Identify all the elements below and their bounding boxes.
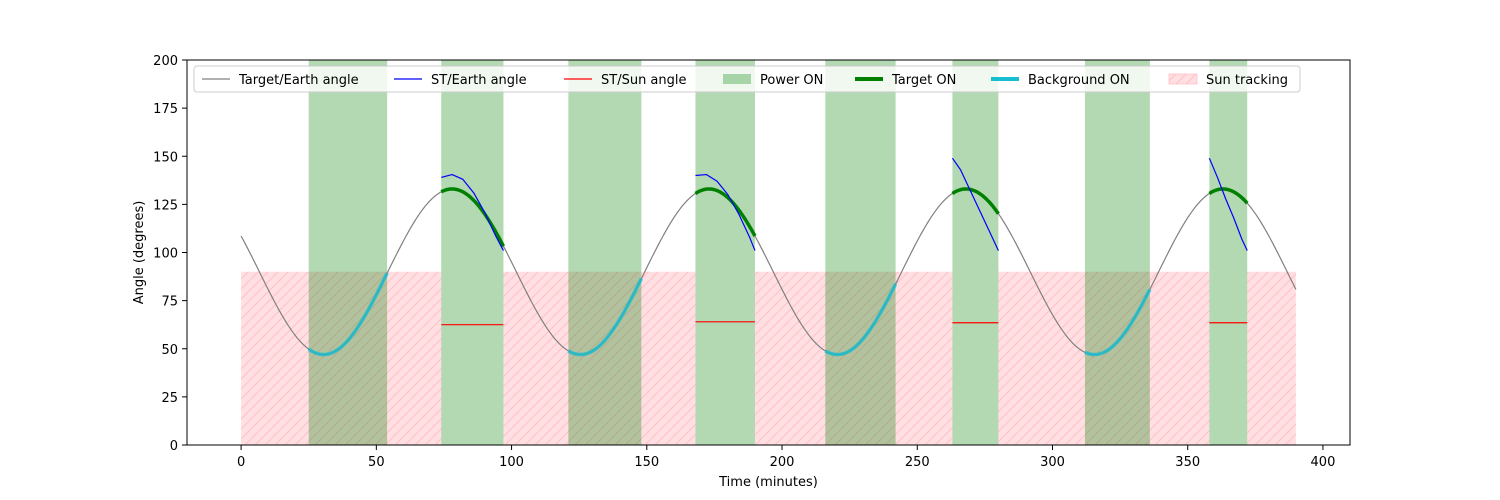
legend-label-st_sun: ST/Sun angle bbox=[601, 73, 687, 88]
target-on-segment-1 bbox=[440, 187, 505, 247]
power-on-span-2 bbox=[568, 60, 642, 445]
power-on-span-0 bbox=[308, 60, 388, 445]
y-tick-label-25: 25 bbox=[161, 391, 178, 406]
power-on-span-6 bbox=[1084, 60, 1150, 445]
line-layer bbox=[240, 157, 1297, 357]
legend: Target/Earth angle ST/Earth angle ST/Sun a… bbox=[193, 65, 1301, 93]
legend-item-st_sun: ST/Sun angle bbox=[564, 73, 687, 88]
power-on-span-4 bbox=[825, 60, 896, 445]
y-tick-label-175: 175 bbox=[153, 102, 178, 117]
legend-item-background_on: Background ON bbox=[991, 73, 1130, 88]
background-on-segment-2 bbox=[567, 277, 643, 357]
legend-label-sun_tracking: Sun tracking bbox=[1206, 73, 1288, 88]
background-on-segment-6 bbox=[1084, 288, 1152, 357]
x-tick-label-150: 150 bbox=[634, 455, 659, 470]
sun-tracking-hatch-3 bbox=[998, 271, 1210, 445]
legend-label-target_earth: Target/Earth angle bbox=[238, 73, 359, 88]
x-tick-label-200: 200 bbox=[770, 455, 795, 470]
power-on-span-3 bbox=[695, 60, 755, 445]
y-tick-label-75: 75 bbox=[161, 295, 178, 310]
background-on-segment-0 bbox=[307, 272, 389, 357]
y-tick-label-200: 200 bbox=[153, 54, 178, 69]
legend-item-target_earth: Target/Earth angle bbox=[202, 73, 359, 88]
target-on-segment-7 bbox=[1208, 187, 1249, 205]
x-tick-label-50: 50 bbox=[368, 455, 385, 470]
x-tick-label-350: 350 bbox=[1175, 455, 1200, 470]
x-tick-label-0: 0 bbox=[237, 455, 245, 470]
x-tick-label-400: 400 bbox=[1311, 455, 1336, 470]
span-layer bbox=[241, 60, 1296, 445]
power-on-span-5 bbox=[952, 60, 999, 445]
st-earth-angle-segment-0 bbox=[441, 173, 504, 251]
target-on-segment-3 bbox=[694, 187, 757, 237]
target-on-segment-5 bbox=[951, 187, 1000, 215]
st-earth-angle-segment-2 bbox=[951, 157, 999, 251]
power-on-span-7 bbox=[1209, 60, 1248, 445]
y-tick-label-100: 100 bbox=[153, 247, 178, 262]
y-tick-label-0: 0 bbox=[170, 439, 178, 454]
background-on-segment-4 bbox=[824, 283, 898, 357]
legend-label-target_on: Target ON bbox=[891, 73, 956, 88]
legend-swatch-power_on bbox=[723, 74, 751, 84]
power-on-span-1 bbox=[441, 60, 504, 445]
x-tick-label-300: 300 bbox=[1040, 455, 1065, 470]
legend-swatch-hatch-sun_tracking bbox=[1169, 74, 1197, 84]
legend-label-power_on: Power ON bbox=[760, 73, 823, 88]
axes-layer: 0 50 100 150 200 250 300 350 400 0 25 50 75 100 125 150… bbox=[153, 54, 1335, 470]
x-tick-label-250: 250 bbox=[905, 455, 930, 470]
st-earth-angle-segment-1 bbox=[695, 173, 756, 251]
legend-label-background_on: Background ON bbox=[1028, 73, 1130, 88]
y-axis-label: Angle (degrees) bbox=[132, 201, 147, 305]
sun-tracking-hatch-1 bbox=[503, 271, 696, 445]
legend-box bbox=[193, 65, 1301, 93]
x-axis-label: Time (minutes) bbox=[718, 475, 818, 490]
legend-item-power_on: Power ON bbox=[723, 73, 823, 88]
y-tick-label-125: 125 bbox=[153, 198, 178, 213]
y-tick-label-150: 150 bbox=[153, 150, 178, 165]
legend-item-sun_tracking: Sun tracking bbox=[1168, 73, 1288, 88]
y-tick-label-50: 50 bbox=[161, 343, 178, 358]
st-earth-angle-segment-3 bbox=[1208, 157, 1248, 251]
legend-item-target_on: Target ON bbox=[855, 73, 956, 88]
legend-item-st_earth: ST/Earth angle bbox=[394, 73, 527, 88]
x-tick-label-100: 100 bbox=[499, 455, 524, 470]
sun-tracking-hatch-4 bbox=[1247, 271, 1296, 445]
legend-label-st_earth: ST/Earth angle bbox=[431, 73, 527, 88]
